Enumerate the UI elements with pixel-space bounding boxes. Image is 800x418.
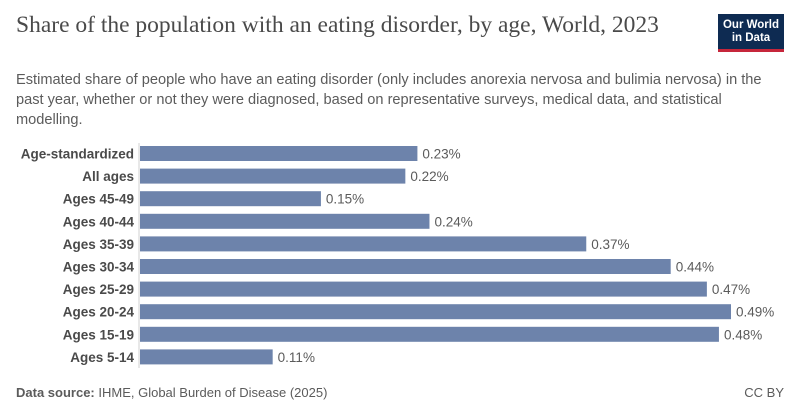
- logo-line-1: Our World: [722, 19, 779, 31]
- bar[interactable]: [140, 146, 418, 161]
- bar[interactable]: [140, 281, 707, 297]
- bar[interactable]: [140, 213, 430, 229]
- value-label: 0.24%: [434, 214, 472, 229]
- owid-logo[interactable]: Our World in Data: [718, 14, 784, 52]
- category-label: Ages 20-24: [63, 305, 135, 320]
- value-label: 0.47%: [712, 282, 750, 297]
- value-label: 0.48%: [724, 327, 762, 342]
- bar[interactable]: [140, 326, 719, 342]
- category-label: Ages 40-44: [63, 214, 135, 229]
- category-label: All ages: [82, 169, 134, 184]
- category-label: Ages 45-49: [63, 192, 134, 207]
- value-label: 0.11%: [278, 350, 315, 365]
- data-source-text: IHME, Global Burden of Disease (2025): [94, 385, 328, 400]
- category-label: Ages 15-19: [63, 327, 134, 342]
- bar[interactable]: [140, 304, 731, 320]
- logo-line-2: in Data: [731, 32, 771, 44]
- category-label: Ages 35-39: [63, 237, 134, 252]
- license-link[interactable]: CC BY: [744, 385, 784, 400]
- data-source: Data source: IHME, Global Burden of Dise…: [16, 385, 327, 400]
- value-label: 0.44%: [676, 260, 714, 275]
- bar-chart: Age-standardized 0.23% All ages 0.22% Ages 4…: [21, 143, 774, 368]
- bar[interactable]: [140, 191, 321, 207]
- data-source-label: Data source:: [16, 385, 95, 400]
- value-label: 0.23%: [422, 147, 460, 162]
- bar[interactable]: [140, 236, 587, 252]
- category-label: Ages 30-34: [63, 260, 135, 275]
- bar[interactable]: [140, 349, 273, 365]
- value-label: 0.49%: [736, 305, 774, 320]
- category-label: Ages 5-14: [70, 350, 134, 365]
- chart-title: Share of the population with an eating d…: [16, 12, 659, 38]
- bar[interactable]: [140, 259, 671, 274]
- value-label: 0.22%: [410, 169, 448, 184]
- chart-subtitle: Estimated share of people who have an ea…: [16, 72, 762, 128]
- category-label: Age-standardized: [21, 147, 134, 162]
- category-label: Ages 25-29: [63, 282, 134, 297]
- bar[interactable]: [140, 168, 406, 184]
- value-label: 0.15%: [326, 192, 364, 207]
- value-label: 0.37%: [591, 237, 629, 252]
